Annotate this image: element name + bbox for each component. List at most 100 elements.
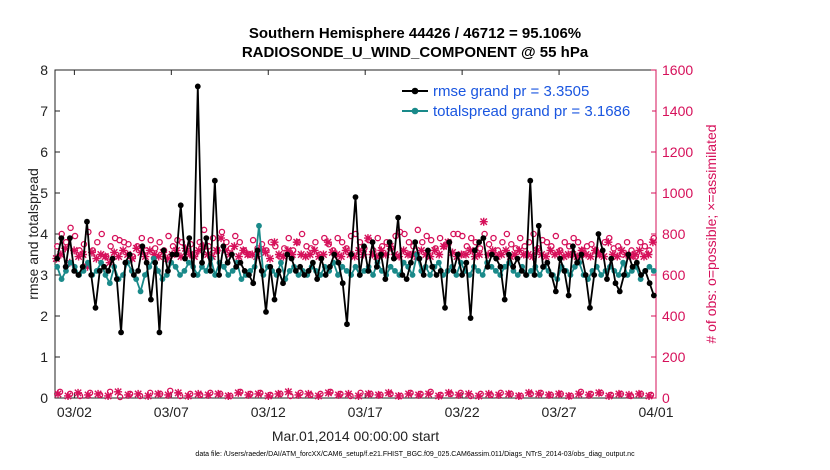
rmse-point <box>284 251 291 258</box>
obs-possible-point <box>312 238 319 246</box>
rmse-point <box>386 239 393 246</box>
obs-assimilated-point <box>591 246 600 255</box>
obs-possible-point <box>298 230 306 238</box>
obs-assimilated-point <box>573 252 582 261</box>
rmse-point <box>314 276 321 282</box>
obs-assimilated-point <box>292 238 301 247</box>
obs-low-assimilated-point <box>264 391 273 400</box>
obs-low-assimilated-point <box>94 389 103 398</box>
totalspread-point <box>435 259 442 266</box>
rmse-point <box>62 263 69 270</box>
rmse-point <box>476 239 483 246</box>
y-right-axis-label: # of obs: o=possible; ×=assimilated <box>703 124 719 343</box>
rmse-point <box>263 309 269 315</box>
obs-low-assimilated-point <box>344 389 353 398</box>
rmse-point <box>565 292 572 299</box>
obs-assimilated-point <box>631 250 640 259</box>
rmse-point <box>237 259 244 266</box>
obs-possible-point <box>561 238 568 246</box>
rmse-point <box>527 177 534 184</box>
totalspread-point <box>510 268 517 274</box>
rmse-point <box>416 255 423 262</box>
rmse-point <box>344 321 350 328</box>
rmse-point <box>194 83 201 90</box>
obs-assimilated-point <box>101 252 110 261</box>
obs-possible-point <box>525 238 533 246</box>
obs-possible-point <box>374 234 382 242</box>
obs-possible-point <box>641 243 649 250</box>
legend-label: rmse grand pr = 3.3505 <box>433 83 589 100</box>
obs-assimilated-point <box>363 234 372 243</box>
obs-low-assimilated-point <box>144 391 153 400</box>
obs-assimilated-point <box>466 246 475 255</box>
rmse-point <box>118 329 124 336</box>
obs-low-assimilated-point <box>534 389 543 398</box>
rmse-point <box>169 251 176 258</box>
obs-possible-point <box>71 232 79 240</box>
obs-assimilated-point <box>119 246 128 255</box>
rmse-point <box>71 268 78 274</box>
totalspread-point <box>98 259 104 266</box>
obs-possible-point <box>334 234 341 242</box>
rmse-point <box>604 276 610 282</box>
rmse-point <box>160 247 167 254</box>
rmse-point <box>271 296 278 303</box>
obs-possible-point <box>258 240 266 248</box>
obs-possible-point <box>490 234 497 242</box>
rmse-point <box>599 247 606 254</box>
obs-low-assimilated-point <box>634 389 643 398</box>
totalspread-point <box>238 276 245 282</box>
obs-assimilated-point <box>266 254 275 263</box>
obs-assimilated-point <box>648 238 657 247</box>
rmse-point <box>211 177 218 184</box>
rmse-point <box>109 255 116 262</box>
rmse-point <box>258 268 265 274</box>
y-right-tick-label: 200 <box>662 349 686 365</box>
y-left-tick-label: 3 <box>40 267 48 283</box>
totalspread-point <box>528 268 534 274</box>
rmse-point <box>79 263 86 270</box>
rmse-point <box>335 259 342 266</box>
obs-low-assimilated-point <box>314 391 323 400</box>
obs-low-assimilated-point <box>624 390 633 399</box>
obs-assimilated-point <box>546 246 555 255</box>
rmse-point <box>58 235 65 242</box>
rmse-point <box>288 255 295 262</box>
rmse-point <box>135 268 142 274</box>
obs-low-assimilated-point <box>84 390 93 399</box>
totalspread-point <box>229 268 236 274</box>
rmse-point <box>531 272 538 278</box>
rmse-point <box>595 231 602 237</box>
obs-possible-point <box>628 247 635 254</box>
obs-assimilated-point <box>372 252 381 261</box>
rmse-point <box>591 272 598 278</box>
obs-assimilated-point <box>248 250 257 259</box>
obs-possible-point <box>516 234 524 242</box>
obs-low-assimilated-point <box>114 387 123 396</box>
obs-assimilated-point <box>323 238 332 247</box>
legend-marker <box>411 107 419 115</box>
rmse-point <box>152 259 159 266</box>
rmse-point <box>75 272 82 278</box>
obs-low-assimilated-point <box>504 389 513 398</box>
obs-assimilated-point <box>644 250 653 259</box>
obs-low-assimilated-point <box>134 389 143 398</box>
obs-assimilated-point <box>501 246 510 255</box>
obs-possible-point <box>499 238 506 246</box>
totalspread-point <box>598 272 605 278</box>
y-right-tick-label: 1600 <box>662 62 693 78</box>
rmse-point <box>514 255 521 262</box>
obs-possible-point <box>623 238 631 246</box>
totalspread-point <box>427 272 433 278</box>
rmse-point <box>331 251 338 258</box>
rmse-point <box>101 263 107 270</box>
obs-assimilated-point <box>542 252 551 261</box>
obs-assimilated-point <box>261 248 270 257</box>
rmse-point <box>220 243 227 250</box>
totalspread-point <box>106 280 113 287</box>
rmse-point <box>348 251 355 258</box>
obs-possible-point <box>249 236 257 244</box>
obs-possible-point <box>218 228 226 236</box>
totalspread-point <box>514 272 521 278</box>
